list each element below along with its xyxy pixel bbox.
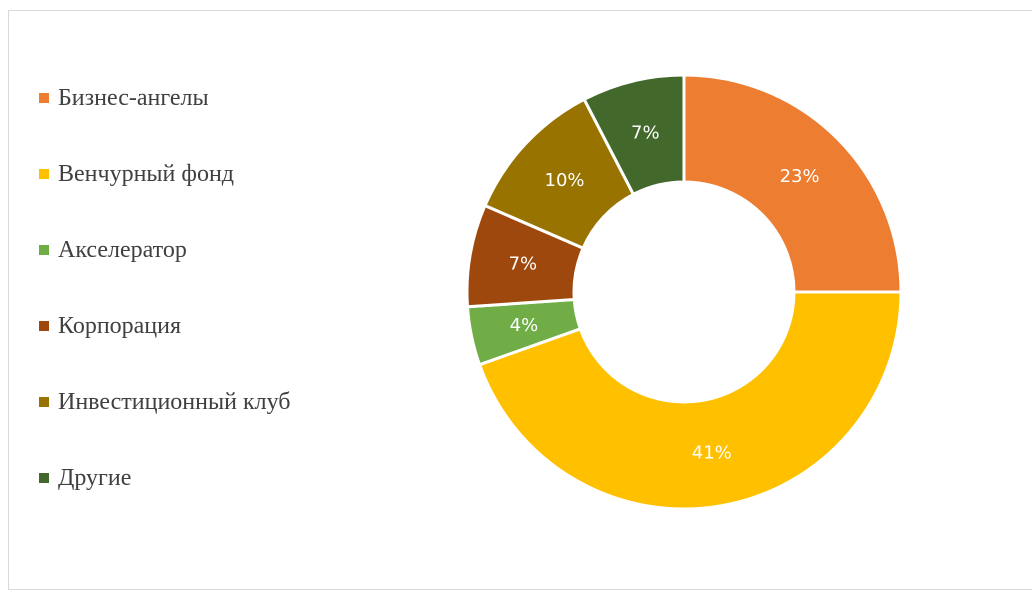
- legend-item-accelerator: Акселератор: [39, 234, 187, 266]
- legend-label: Венчурный фонд: [58, 161, 234, 187]
- legend-item-other: Другие: [39, 462, 131, 494]
- data-label-corporation: 7%: [509, 254, 538, 275]
- legend-swatch: [39, 473, 49, 483]
- data-label-investment-club: 10%: [545, 170, 585, 191]
- data-label-accelerator: 4%: [510, 315, 539, 336]
- legend-item-corporation: Корпорация: [39, 310, 181, 342]
- legend-swatch: [39, 93, 49, 103]
- legend-swatch: [39, 245, 49, 255]
- legend-item-investment-club: Инвестиционный клуб: [39, 386, 290, 418]
- donut-slice-business-angels: [682, 73, 903, 294]
- legend-item-venture-fund: Венчурный фонд: [39, 158, 234, 190]
- legend-label: Другие: [58, 465, 132, 491]
- legend-label: Бизнес-ангелы: [58, 85, 209, 111]
- legend-item-business-angels: Бизнес-ангелы: [39, 82, 209, 114]
- legend-label: Корпорация: [58, 313, 182, 339]
- legend-label: Инвестиционный клуб: [58, 389, 291, 415]
- donut-slice-other: [582, 73, 686, 197]
- data-label-venture-fund: 41%: [692, 443, 732, 464]
- legend-swatch: [39, 321, 49, 331]
- legend-swatch: [39, 169, 49, 179]
- legend-label: Акселератор: [58, 237, 187, 263]
- legend-swatch: [39, 397, 49, 407]
- data-label-business-angels: 23%: [780, 166, 820, 187]
- data-label-other: 7%: [631, 123, 660, 144]
- donut-slice-venture-fund: [477, 290, 903, 511]
- donut-chart: 23% 41% 4% 7% 10% 7%: [465, 73, 903, 511]
